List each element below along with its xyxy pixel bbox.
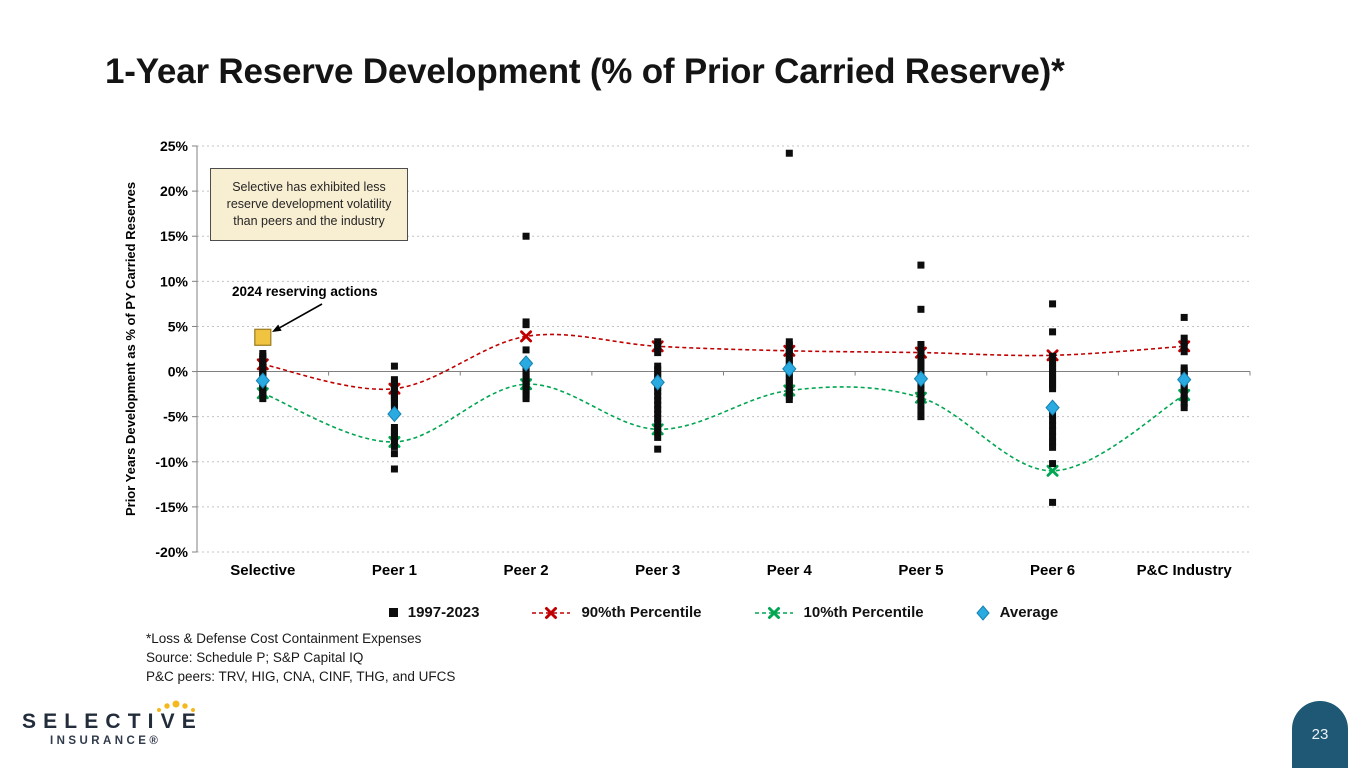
svg-text:Peer 1: Peer 1 xyxy=(372,562,417,579)
svg-text:15%: 15% xyxy=(160,228,189,244)
page-number: 23 xyxy=(1311,726,1329,743)
legend-item-90th-percentile: 90%th Percentile xyxy=(531,604,702,621)
logo-sub-text: INSURANCE® xyxy=(50,735,162,747)
selective-insurance-logo: SELECTIVE INSURANCE® xyxy=(22,700,222,747)
legend-label: Average xyxy=(999,604,1059,621)
footnotes: *Loss & Defense Cost Containment Expense… xyxy=(146,629,455,686)
svg-text:Peer 3: Peer 3 xyxy=(635,562,680,579)
annotation-box: Selective has exhibited less reserve dev… xyxy=(210,168,408,241)
legend-item-1997-2023: 1997-2023 xyxy=(388,604,480,621)
page-number-badge: 23 xyxy=(1292,701,1348,768)
svg-text:20%: 20% xyxy=(160,183,189,199)
footnote-line: Source: Schedule P; S&P Capital IQ xyxy=(146,650,364,665)
footnote-line: *Loss & Defense Cost Containment Expense… xyxy=(146,631,422,646)
legend-label: 10%th Percentile xyxy=(803,604,924,621)
svg-text:Peer 6: Peer 6 xyxy=(1030,562,1075,579)
svg-text:P&C Industry: P&C Industry xyxy=(1137,562,1233,579)
blue-diamond-marker-icon xyxy=(975,604,990,621)
svg-text:-5%: -5% xyxy=(163,409,188,425)
svg-text:-10%: -10% xyxy=(155,454,188,470)
svg-text:5%: 5% xyxy=(168,318,189,334)
black-square-marker-icon xyxy=(388,608,398,617)
svg-text:0%: 0% xyxy=(168,364,189,380)
chart-legend: 1997-2023 90%th Percentile 10%th Percent… xyxy=(197,604,1250,621)
svg-text:Prior Years Development as % o: Prior Years Development as % of PY Carri… xyxy=(123,182,138,516)
green-dashed-x-marker-icon xyxy=(754,606,793,619)
logo-brand-text: SELECTIVE xyxy=(22,710,203,733)
svg-text:-15%: -15% xyxy=(155,499,188,515)
legend-label: 1997-2023 xyxy=(407,604,480,621)
legend-label: 90%th Percentile xyxy=(581,604,702,621)
logo-dots-icon xyxy=(157,700,195,712)
svg-text:25%: 25% xyxy=(160,138,189,154)
svg-text:10%: 10% xyxy=(160,273,189,289)
slide-title: 1-Year Reserve Development (% of Prior C… xyxy=(105,52,1065,91)
svg-text:Selective: Selective xyxy=(230,562,295,579)
legend-item-10th-percentile: 10%th Percentile xyxy=(754,604,924,621)
svg-text:Peer 5: Peer 5 xyxy=(898,562,943,579)
svg-text:Peer 2: Peer 2 xyxy=(504,562,549,579)
red-dashed-x-marker-icon xyxy=(532,606,571,619)
legend-item-average: Average xyxy=(975,604,1059,621)
footnote-line: P&C peers: TRV, HIG, CNA, CINF, THG, and… xyxy=(146,669,456,684)
callout-2024-reserving-actions: 2024 reserving actions xyxy=(232,284,378,299)
svg-text:-20%: -20% xyxy=(155,544,188,560)
svg-text:Peer 4: Peer 4 xyxy=(767,562,813,579)
